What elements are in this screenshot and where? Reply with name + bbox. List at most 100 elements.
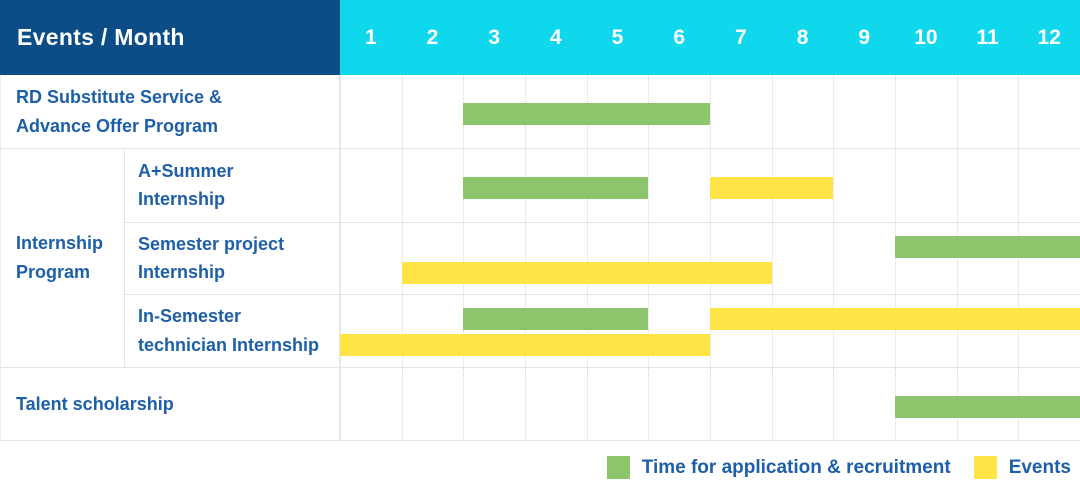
month-gridline-column [1018, 75, 1080, 148]
gantt-bar-application [463, 103, 710, 125]
group-label-cell: Internship Program [1, 149, 125, 367]
month-gridline-column [710, 295, 772, 367]
legend: Time for application & recruitment Event… [0, 441, 1080, 494]
gantt-bar-event [340, 334, 710, 357]
month-gridline-column [833, 368, 895, 440]
month-gridline-column [463, 295, 525, 367]
month-header-cell: 8 [796, 25, 809, 49]
green-swatch-icon [606, 456, 630, 479]
sub-row-label-cell: A+Summer Internship [125, 149, 340, 222]
sub-row-label-cell: Semester project Internship [125, 222, 340, 295]
month-header-cell: 4 [550, 25, 562, 49]
row-in-semester-technician-internship: In-Semester technician Internship [125, 294, 1080, 367]
month-gridline-column [525, 222, 587, 295]
row-label: In-Semester technician Internship [138, 306, 320, 356]
month-header-cell: 3 [488, 25, 501, 49]
row-a-summer-internship: A+Summer Internship [125, 149, 1080, 222]
month-gridline-column [895, 222, 957, 295]
month-gridline-column [956, 295, 1019, 367]
row-group-internship-program: Internship Program A+Summer Internship S… [1, 148, 1080, 367]
gantt-bar-event [710, 177, 834, 199]
month-grid [340, 222, 1080, 295]
row-label-cell: RD Substitute Service & Advance Offer Pr… [1, 75, 340, 148]
group-sub-rows: A+Summer Internship Semester project Int… [125, 149, 1080, 367]
month-gridline-column [833, 222, 895, 295]
month-gridline-column [586, 222, 649, 295]
legend-item-events: Events [973, 456, 1071, 479]
month-header-cell: 2 [426, 25, 439, 49]
month-header-cell: 12 [1037, 25, 1061, 49]
month-gridline-column [340, 222, 402, 295]
month-grid [340, 75, 1080, 148]
month-gridline-column [833, 149, 895, 222]
month-header-cell: 5 [611, 25, 624, 49]
month-header-cell: 6 [673, 25, 686, 49]
month-gridline-column [833, 75, 895, 148]
month-gridline-column [340, 295, 402, 367]
month-gridline-column [648, 149, 710, 222]
month-header-cell: 7 [735, 25, 747, 49]
month-gridline-column [401, 295, 464, 367]
month-gridline-column [463, 368, 525, 440]
month-gridline-column [1018, 295, 1080, 367]
month-gridline-column [771, 295, 834, 367]
legend-label-events: Events [1008, 456, 1071, 478]
gantt-bar-application [895, 396, 1080, 418]
month-grid [340, 368, 1080, 440]
month-gridline-column [340, 368, 402, 440]
gantt-bar-application [463, 308, 649, 331]
month-gridline-column [771, 368, 834, 440]
table-body: RD Substitute Service & Advance Offer Pr… [0, 75, 1080, 441]
month-header-cell: 1 [364, 25, 377, 49]
group-label: Internship Program [16, 233, 104, 282]
month-gridline-column [525, 295, 587, 367]
month-gridline-column [463, 222, 525, 295]
month-gridline-column [401, 75, 464, 148]
month-header-cell: 9 [858, 25, 871, 49]
month-gridline-column [833, 295, 895, 367]
row-talent-scholarship: Talent scholarship [1, 367, 1080, 440]
month-gridline-column [340, 75, 402, 148]
month-gridline-column [956, 222, 1019, 295]
month-gridline-column [586, 368, 649, 440]
month-gridline-column [771, 75, 834, 148]
gantt-bar-event [401, 261, 772, 284]
month-grid [340, 149, 1080, 222]
month-gridline-column [1018, 222, 1080, 295]
table-header-row: Events / Month 1 2 3 4 5 6 7 8 9 10 11 1… [0, 0, 1080, 75]
month-gridline-column [648, 295, 710, 367]
row-label: A+Summer Internship [138, 160, 234, 210]
month-gridline-column [710, 368, 772, 440]
month-grid [340, 295, 1080, 367]
month-header-cell: 10 [914, 25, 938, 49]
gantt-bar-event [710, 308, 1080, 331]
month-gridline-column [956, 75, 1019, 148]
month-gridline-column [956, 149, 1019, 222]
month-gridline-column [1018, 149, 1080, 222]
month-header-cell: 11 [976, 25, 999, 49]
gantt-bar-application [895, 235, 1080, 258]
month-gridline-column [586, 295, 649, 367]
sub-row-label-cell: In-Semester technician Internship [125, 295, 340, 367]
row-rd-substitute: RD Substitute Service & Advance Offer Pr… [1, 75, 1080, 148]
row-label-cell: Talent scholarship [1, 368, 340, 440]
month-gridline-column [401, 149, 464, 222]
month-gridline-column [895, 149, 957, 222]
month-gridline-column [648, 222, 710, 295]
month-gridline-column [340, 149, 402, 222]
month-gridline-column [401, 222, 464, 295]
row-semester-project-internship: Semester project Internship [125, 221, 1080, 295]
page-title: Events / Month [17, 24, 185, 50]
months-header: 1 2 3 4 5 6 7 8 9 10 11 12 [340, 0, 1080, 75]
month-gridline-column [648, 368, 710, 440]
month-gridline-column [401, 368, 464, 440]
yellow-swatch-icon [973, 456, 997, 479]
month-gridline-column [771, 222, 834, 295]
row-label: RD Substitute Service & Advance Offer Pr… [16, 86, 223, 136]
month-gridline-column [895, 295, 957, 367]
legend-label-application: Time for application & recruitment [641, 456, 951, 478]
events-month-header-cell: Events / Month [0, 0, 340, 75]
gantt-bar-application [463, 177, 649, 199]
month-gridline-column [710, 75, 772, 148]
